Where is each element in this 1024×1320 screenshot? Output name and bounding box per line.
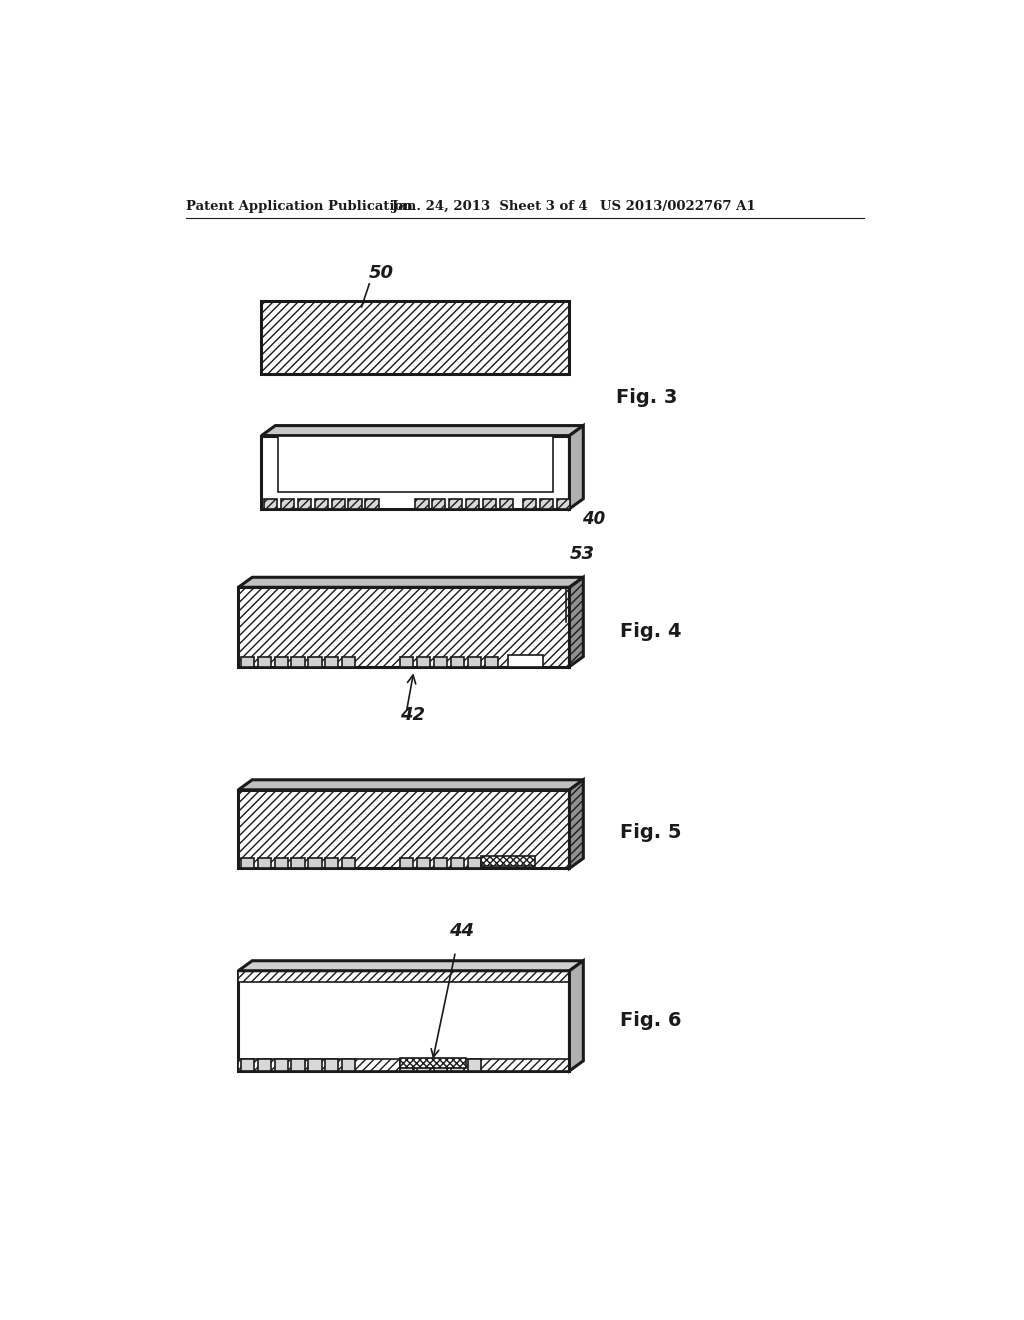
Polygon shape (451, 1059, 464, 1071)
Polygon shape (348, 499, 361, 508)
Polygon shape (314, 499, 328, 508)
Polygon shape (569, 577, 584, 667)
Text: 50: 50 (370, 264, 394, 281)
Text: Fig. 6: Fig. 6 (620, 1011, 681, 1031)
Polygon shape (400, 1059, 413, 1071)
Polygon shape (308, 858, 322, 869)
Polygon shape (434, 1059, 447, 1071)
Polygon shape (481, 857, 535, 866)
Polygon shape (274, 656, 288, 667)
Bar (261, 301, 569, 374)
Text: 53: 53 (569, 545, 595, 562)
Polygon shape (239, 961, 584, 970)
Polygon shape (308, 1059, 322, 1071)
Polygon shape (416, 499, 429, 508)
Polygon shape (366, 499, 379, 508)
Text: Jan. 24, 2013  Sheet 3 of 4: Jan. 24, 2013 Sheet 3 of 4 (392, 199, 588, 213)
Polygon shape (241, 1059, 254, 1071)
Polygon shape (434, 656, 447, 667)
Bar (239, 970, 569, 1071)
Polygon shape (261, 425, 584, 436)
Polygon shape (400, 656, 413, 667)
Polygon shape (342, 1059, 355, 1071)
Text: Fig. 3: Fig. 3 (615, 388, 677, 407)
Text: 44: 44 (450, 921, 474, 940)
Polygon shape (417, 1059, 430, 1071)
Bar (279, 436, 553, 492)
Polygon shape (298, 499, 310, 508)
Polygon shape (432, 499, 445, 508)
Polygon shape (342, 858, 355, 869)
Polygon shape (274, 858, 288, 869)
Polygon shape (332, 499, 345, 508)
Polygon shape (308, 656, 322, 667)
Polygon shape (541, 499, 553, 508)
Text: 42: 42 (400, 706, 425, 725)
Polygon shape (258, 858, 270, 869)
Polygon shape (241, 656, 254, 667)
Polygon shape (569, 425, 584, 508)
Polygon shape (483, 499, 497, 508)
Polygon shape (484, 656, 498, 667)
Polygon shape (342, 656, 355, 667)
Polygon shape (239, 577, 584, 587)
Bar (261, 436, 569, 508)
Polygon shape (451, 858, 464, 869)
Polygon shape (451, 656, 464, 667)
Polygon shape (400, 1057, 466, 1068)
Polygon shape (292, 1059, 304, 1071)
Polygon shape (569, 780, 584, 869)
Polygon shape (466, 499, 479, 508)
Text: Patent Application Publication: Patent Application Publication (186, 199, 413, 213)
Polygon shape (264, 499, 276, 508)
Text: 40: 40 (582, 511, 605, 528)
Polygon shape (450, 499, 463, 508)
Polygon shape (523, 499, 537, 508)
Polygon shape (281, 499, 294, 508)
Bar (239, 587, 569, 667)
Bar (239, 1059, 569, 1071)
Polygon shape (292, 858, 304, 869)
Text: Fig. 5: Fig. 5 (620, 822, 681, 842)
Polygon shape (258, 1059, 270, 1071)
Polygon shape (468, 1059, 481, 1071)
Polygon shape (569, 961, 584, 1071)
Bar (239, 970, 569, 982)
Polygon shape (468, 656, 481, 667)
Polygon shape (326, 858, 339, 869)
Polygon shape (557, 499, 570, 508)
Polygon shape (468, 858, 481, 869)
Text: US 2013/0022767 A1: US 2013/0022767 A1 (600, 199, 756, 213)
Polygon shape (326, 1059, 339, 1071)
Bar (239, 789, 569, 869)
Polygon shape (292, 656, 304, 667)
Polygon shape (241, 858, 254, 869)
Polygon shape (417, 858, 430, 869)
Polygon shape (326, 656, 339, 667)
Polygon shape (434, 858, 447, 869)
Polygon shape (500, 499, 513, 508)
Polygon shape (239, 780, 584, 789)
Text: Fig. 4: Fig. 4 (620, 623, 681, 642)
Polygon shape (417, 656, 430, 667)
Polygon shape (508, 655, 543, 667)
Polygon shape (274, 1059, 288, 1071)
Polygon shape (400, 858, 413, 869)
Polygon shape (258, 656, 270, 667)
